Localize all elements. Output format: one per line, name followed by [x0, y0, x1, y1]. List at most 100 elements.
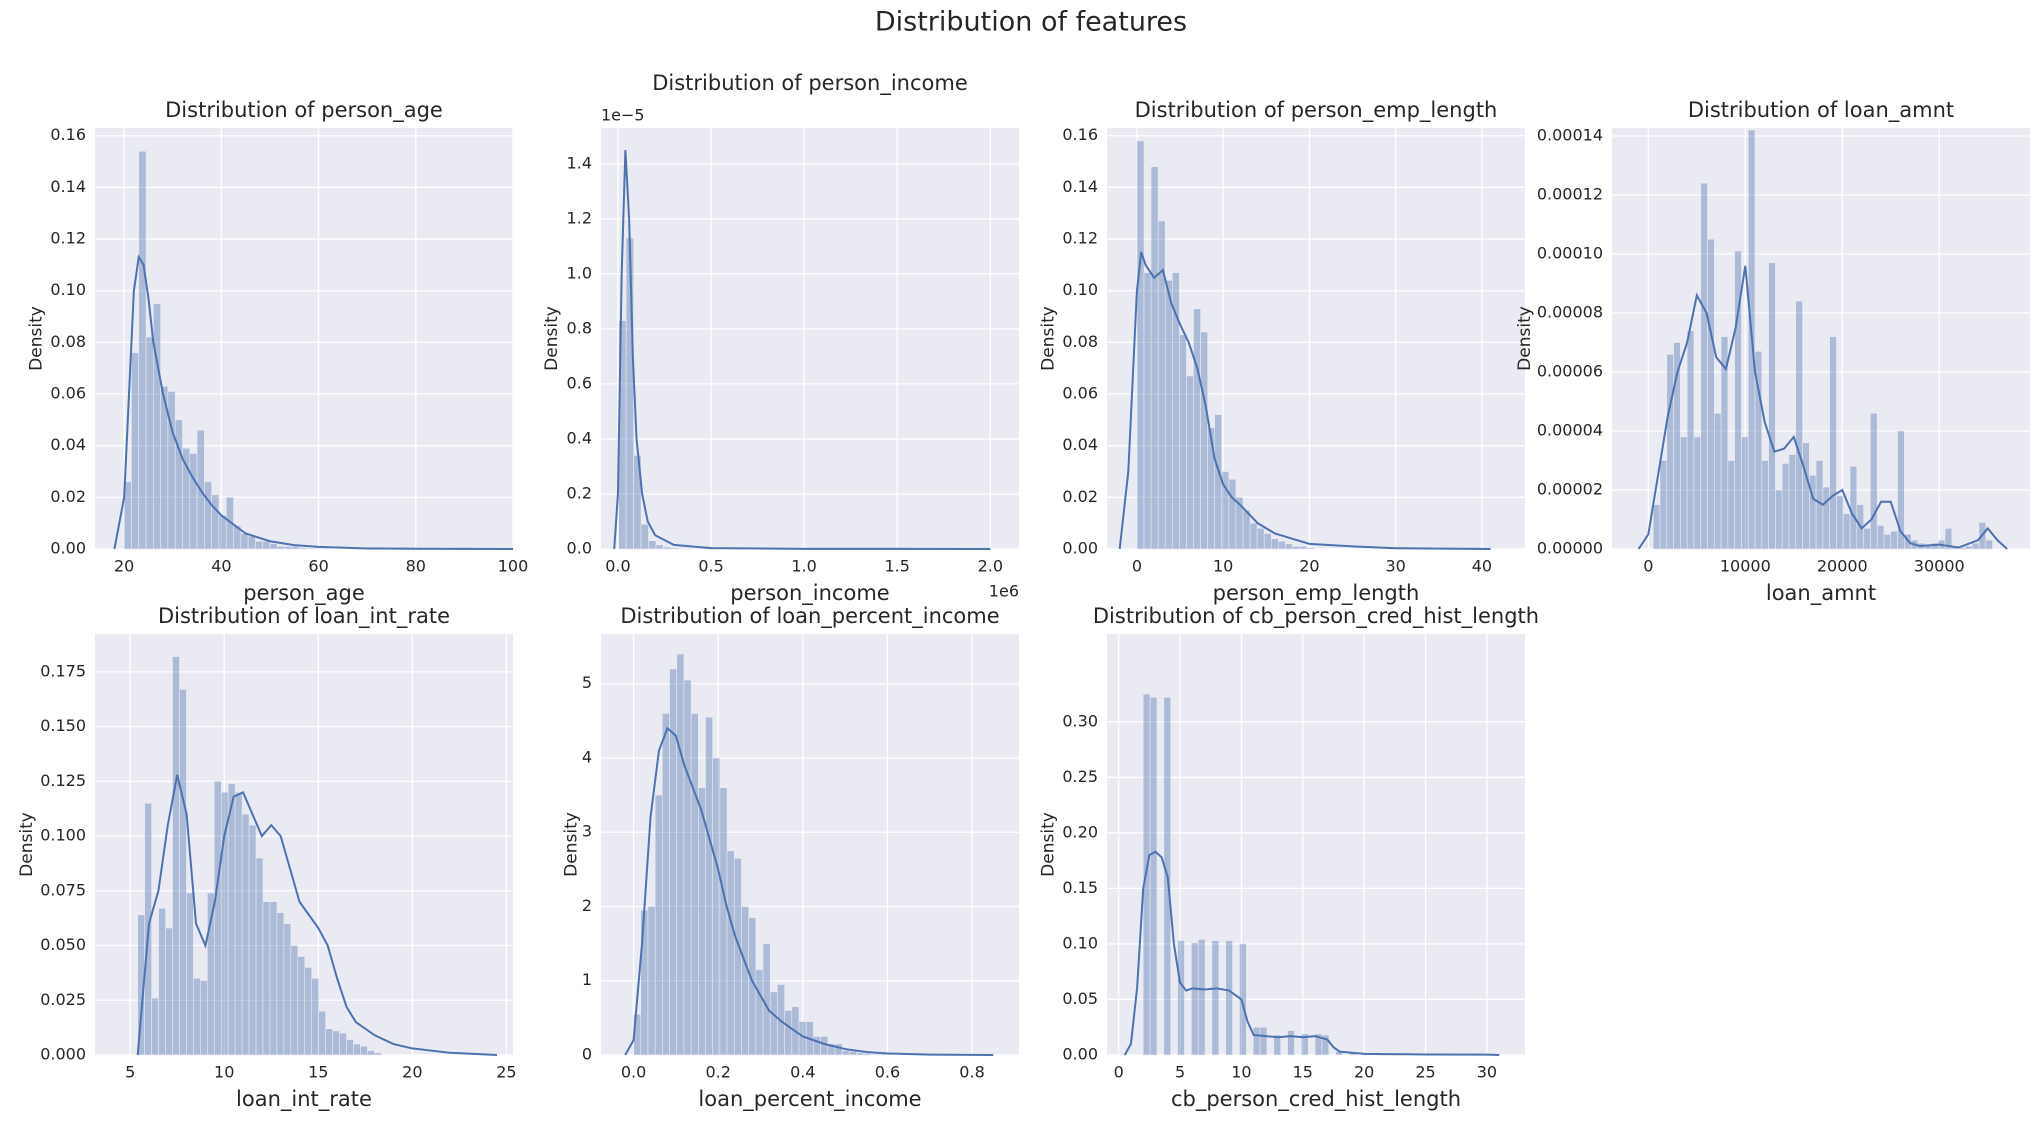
kde-line	[1118, 251, 1491, 550]
plot-area	[601, 128, 1019, 549]
y-axis-label: Density	[27, 306, 47, 371]
histogram-bar	[1700, 182, 1708, 550]
y-tick-label: 0.12	[1062, 229, 1098, 248]
x-tick-label: 1.5	[885, 557, 910, 576]
histogram-bar	[374, 1052, 382, 1056]
y-tick-label: 0.04	[1062, 435, 1098, 454]
histogram-bar	[367, 1050, 375, 1056]
histogram-bar	[640, 523, 649, 550]
histogram-bar	[683, 679, 692, 1056]
histogram-bar	[255, 540, 263, 550]
y-tick-label: 0.02	[50, 487, 86, 506]
histogram-bar	[240, 533, 249, 550]
histogram-bar	[284, 546, 293, 550]
histogram-bar	[1707, 238, 1715, 550]
histogram-bar	[211, 494, 220, 550]
y-tick-label: 0.0	[567, 539, 592, 558]
histogram-bar	[138, 150, 147, 550]
histogram-bar	[1193, 308, 1201, 550]
y-tick-label: 2	[582, 896, 592, 915]
x-tick-label: 5	[1175, 1063, 1185, 1082]
histogram-bar	[870, 1053, 879, 1056]
x-tick-label: 10	[1231, 1063, 1251, 1082]
y-axis-label: Density	[1039, 306, 1059, 371]
histogram-bar	[290, 945, 299, 1056]
histogram-bar	[283, 923, 292, 1056]
subplot-title: Distribution of loan_percent_income	[620, 604, 999, 629]
histogram-bar	[248, 824, 257, 1056]
x-tick-label: 100	[498, 557, 529, 576]
histogram-bar	[820, 1036, 829, 1056]
y-tick-label: 0.2	[567, 483, 592, 502]
y-tick-label: 0.02	[1062, 487, 1098, 506]
histogram-bar	[762, 943, 771, 1056]
histogram-bar	[1836, 495, 1844, 550]
y-tick-label: 0.10	[1062, 933, 1098, 952]
histogram-bar	[247, 535, 256, 550]
histogram-bar	[755, 969, 764, 1056]
histogram-bar	[172, 656, 180, 1056]
histogram-bar	[332, 1030, 340, 1056]
y-offset-label: 1e−5	[601, 106, 645, 125]
histogram-bar	[1971, 542, 1980, 550]
histogram-bar	[145, 336, 154, 550]
x-tick-label: 40	[211, 557, 231, 576]
histogram-bar	[200, 980, 208, 1056]
histogram-bar	[1239, 943, 1247, 1056]
histogram-bar	[1150, 166, 1159, 550]
histogram-bar	[856, 1052, 865, 1056]
histogram-bar	[1965, 545, 1973, 550]
y-tick-label: 0.150	[40, 716, 86, 735]
histogram-bar	[298, 547, 307, 550]
histogram-bar	[1829, 336, 1837, 550]
histogram-bar	[276, 546, 285, 550]
plot-area	[1107, 634, 1525, 1055]
histogram-bar	[690, 713, 699, 1056]
y-axis-label: Density	[1515, 306, 1535, 371]
plot-area	[601, 634, 1019, 1055]
x-axis-label: person_age	[243, 581, 365, 606]
histogram-bar	[1822, 486, 1830, 550]
y-tick-label: 0.00014	[1537, 125, 1603, 144]
histogram-bar	[1292, 546, 1300, 550]
histogram-bar	[1781, 463, 1790, 550]
histogram-bar	[1207, 427, 1216, 550]
histogram-bar	[769, 991, 778, 1056]
histogram-bar	[1136, 140, 1145, 550]
y-tick-label: 0.00006	[1537, 361, 1603, 380]
histogram-bar	[153, 303, 161, 550]
x-axis-label: loan_amnt	[1766, 581, 1876, 606]
histogram-bar	[841, 1050, 850, 1056]
y-tick-label: 0.00002	[1537, 479, 1603, 498]
y-tick-label: 0.075	[40, 880, 86, 899]
y-tick-label: 0.04	[50, 435, 86, 454]
y-tick-label: 1.2	[567, 208, 592, 227]
x-tick-label: 25	[496, 1063, 516, 1082]
y-tick-label: 0.06	[50, 384, 86, 403]
histogram-bar	[1883, 533, 1892, 550]
histogram-bar	[1897, 430, 1905, 550]
y-tick-label: 0.12	[50, 229, 86, 248]
histogram-bar	[877, 1053, 886, 1056]
histogram-bar	[1252, 1026, 1261, 1056]
histogram-bar	[218, 515, 227, 550]
histogram-bar	[1795, 300, 1803, 550]
histogram-bar	[1734, 250, 1742, 550]
histogram-bar	[784, 1010, 793, 1056]
y-tick-label: 0.16	[1062, 125, 1098, 144]
x-tick-label: 25	[1415, 1063, 1435, 1082]
histogram-bar	[1143, 272, 1152, 550]
x-tick-label: 15	[1293, 1063, 1313, 1082]
y-tick-label: 0.00008	[1537, 302, 1603, 321]
histogram-bar	[712, 757, 721, 1056]
x-tick-label: 20000	[1817, 557, 1868, 576]
histogram-bar	[1768, 262, 1776, 550]
y-tick-label: 0.125	[40, 771, 86, 790]
y-tick-label: 0.050	[40, 935, 86, 954]
histogram-bar	[291, 546, 300, 550]
histogram-bar	[698, 787, 706, 1056]
x-tick-label: 0	[1114, 1063, 1124, 1082]
x-tick-label: 2.0	[978, 557, 1003, 576]
x-tick-label: 30	[1477, 1063, 1497, 1082]
